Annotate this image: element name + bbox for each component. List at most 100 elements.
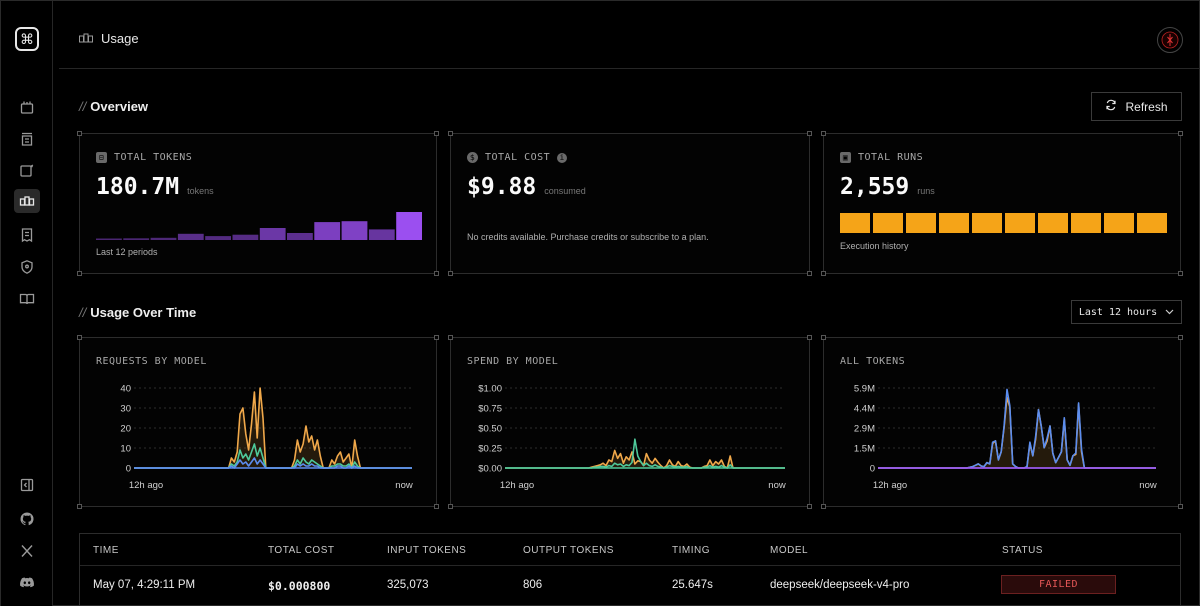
requests-chart-title: REQUESTS BY MODEL — [96, 356, 207, 367]
execution-block — [1038, 213, 1068, 233]
y-tick-label: $0.75 — [478, 404, 502, 415]
total-tokens-unit: tokens — [187, 186, 214, 196]
y-tick-label: 4.4M — [854, 404, 875, 415]
y-tick-label: $0.25 — [478, 444, 502, 455]
card-corner-marker — [1178, 504, 1183, 509]
column-header-model[interactable]: MODEL — [770, 545, 809, 556]
y-tick-label: 10 — [120, 444, 131, 455]
avatar[interactable] — [1157, 27, 1183, 53]
all-tokens-chart: 5.9M 4.4M 2.9M 1.5M 0 12h ago now — [854, 384, 1157, 492]
total-cost-label-row: $ TOTAL COST i — [467, 152, 568, 163]
total-runs-value: 2,559 — [840, 174, 910, 200]
column-header-output-tokens[interactable]: OUTPUT TOKENS — [523, 545, 614, 556]
breadcrumb: Usage — [79, 31, 139, 46]
total-cost-value-row: $9.88 consumed — [467, 174, 586, 200]
column-header-timing[interactable]: TIMING — [672, 545, 710, 556]
total-cost-footer: No credits available. Purchase credits o… — [467, 232, 709, 242]
app-logo-icon[interactable]: ⌘ — [15, 27, 39, 51]
card-corner-marker — [821, 131, 826, 136]
all-tokens-chart-title: ALL TOKENS — [840, 356, 906, 367]
series-line — [134, 457, 412, 469]
execution-block — [906, 213, 936, 233]
y-tick-label: $0.50 — [478, 424, 502, 435]
section-slash-icon: // — [79, 99, 87, 114]
time-range-value: Last 12 hours — [1078, 306, 1158, 318]
total-runs-card: ▣ TOTAL RUNS 2,559 runs Execution histor… — [821, 131, 1183, 276]
x-twitter-icon[interactable] — [14, 539, 40, 563]
token-period-bar — [96, 238, 122, 240]
sidebar-item-docs-icon[interactable] — [14, 287, 40, 311]
token-period-bar — [259, 228, 286, 240]
card-corner-marker — [807, 335, 812, 340]
y-tick-label: 0 — [126, 464, 131, 475]
execution-block — [840, 213, 870, 233]
sidebar-item-usage-icon[interactable] — [14, 189, 40, 213]
refresh-button[interactable]: Refresh — [1091, 92, 1182, 121]
info-icon[interactable]: i — [557, 152, 568, 163]
y-tick-label: 30 — [120, 404, 131, 415]
execution-block — [972, 213, 1002, 233]
sidebar-item-billing-icon[interactable] — [14, 223, 40, 247]
row-timing: 25.647s — [672, 579, 713, 591]
total-tokens-value: 180.7M — [96, 174, 180, 200]
column-header-status[interactable]: STATUS — [1002, 545, 1043, 556]
total-tokens-value-row: 180.7M tokens — [96, 174, 214, 200]
collapse-sidebar-icon[interactable] — [14, 473, 40, 497]
x-tick-label: 12h ago — [873, 480, 907, 491]
spend-chart-title: SPEND BY MODEL — [467, 356, 559, 367]
card-corner-marker — [77, 504, 82, 509]
column-header-input-tokens[interactable]: INPUT TOKENS — [387, 545, 467, 556]
card-corner-marker — [434, 271, 439, 276]
card-corner-marker — [77, 271, 82, 276]
total-cost-value: $9.88 — [467, 174, 537, 200]
x-tick-label: now — [1139, 480, 1157, 491]
total-cost-card: $ TOTAL COST i $9.88 consumed No credits… — [448, 131, 812, 276]
x-tick-label: now — [395, 480, 413, 491]
row-input-tokens: 325,073 — [387, 579, 429, 591]
overview-title: Overview — [90, 99, 149, 114]
sidebar-item-library-icon[interactable] — [14, 127, 40, 151]
x-tick-label: now — [768, 480, 786, 491]
execution-block — [1071, 213, 1101, 233]
chevron-down-icon — [1165, 307, 1174, 318]
sidebar-item-security-icon[interactable] — [14, 255, 40, 279]
token-period-bar — [287, 233, 313, 240]
requests-by-model-card: REQUESTS BY MODEL 40 30 20 10 0 12h ago now — [77, 335, 439, 509]
total-tokens-label: TOTAL TOKENS — [114, 152, 193, 163]
token-period-bar — [314, 222, 341, 240]
execution-block — [939, 213, 969, 233]
discord-icon[interactable] — [14, 571, 40, 595]
y-tick-label: 5.9M — [854, 384, 875, 395]
tokens-bar-sparkline — [96, 212, 422, 240]
status-badge: FAILED — [1001, 575, 1116, 594]
card-corner-marker — [77, 131, 82, 136]
y-tick-label: 0 — [870, 464, 875, 475]
sidebar-item-playground-icon[interactable] — [14, 95, 40, 119]
spend-by-model-card: SPEND BY MODEL $1.00 $0.75 $0.50 $0.25 $0.00… — [448, 335, 812, 509]
time-range-select[interactable]: Last 12 hours — [1071, 300, 1182, 324]
total-runs-label-row: ▣ TOTAL RUNS — [840, 152, 923, 163]
page-title: Usage — [101, 31, 139, 46]
series-line — [505, 438, 785, 469]
card-corner-marker — [448, 131, 453, 136]
card-corner-marker — [807, 271, 812, 276]
sidebar: ⌘ — [1, 1, 53, 606]
runs-icon: ▣ — [840, 152, 851, 163]
spend-by-model-chart: $1.00 $0.75 $0.50 $0.25 $0.00 12h ago now — [478, 384, 786, 492]
y-tick-label: $1.00 — [478, 384, 502, 395]
requests-by-model-chart: 40 30 20 10 0 12h ago now — [120, 384, 413, 492]
section-slash-icon: // — [79, 305, 87, 320]
sidebar-item-agents-icon[interactable] — [14, 159, 40, 183]
column-header-total-cost[interactable]: TOTAL COST — [268, 545, 335, 556]
usage-over-time-title: Usage Over Time — [90, 305, 197, 320]
usage-icon — [79, 31, 93, 46]
card-corner-marker — [434, 131, 439, 136]
github-icon[interactable] — [14, 507, 40, 531]
card-corner-marker — [1178, 335, 1183, 340]
column-header-time[interactable]: TIME — [93, 545, 119, 556]
card-corner-marker — [821, 504, 826, 509]
usage-over-time-heading: //Usage Over Time — [79, 305, 196, 320]
overview-heading: //Overview — [79, 99, 148, 114]
total-runs-label: TOTAL RUNS — [858, 152, 924, 163]
